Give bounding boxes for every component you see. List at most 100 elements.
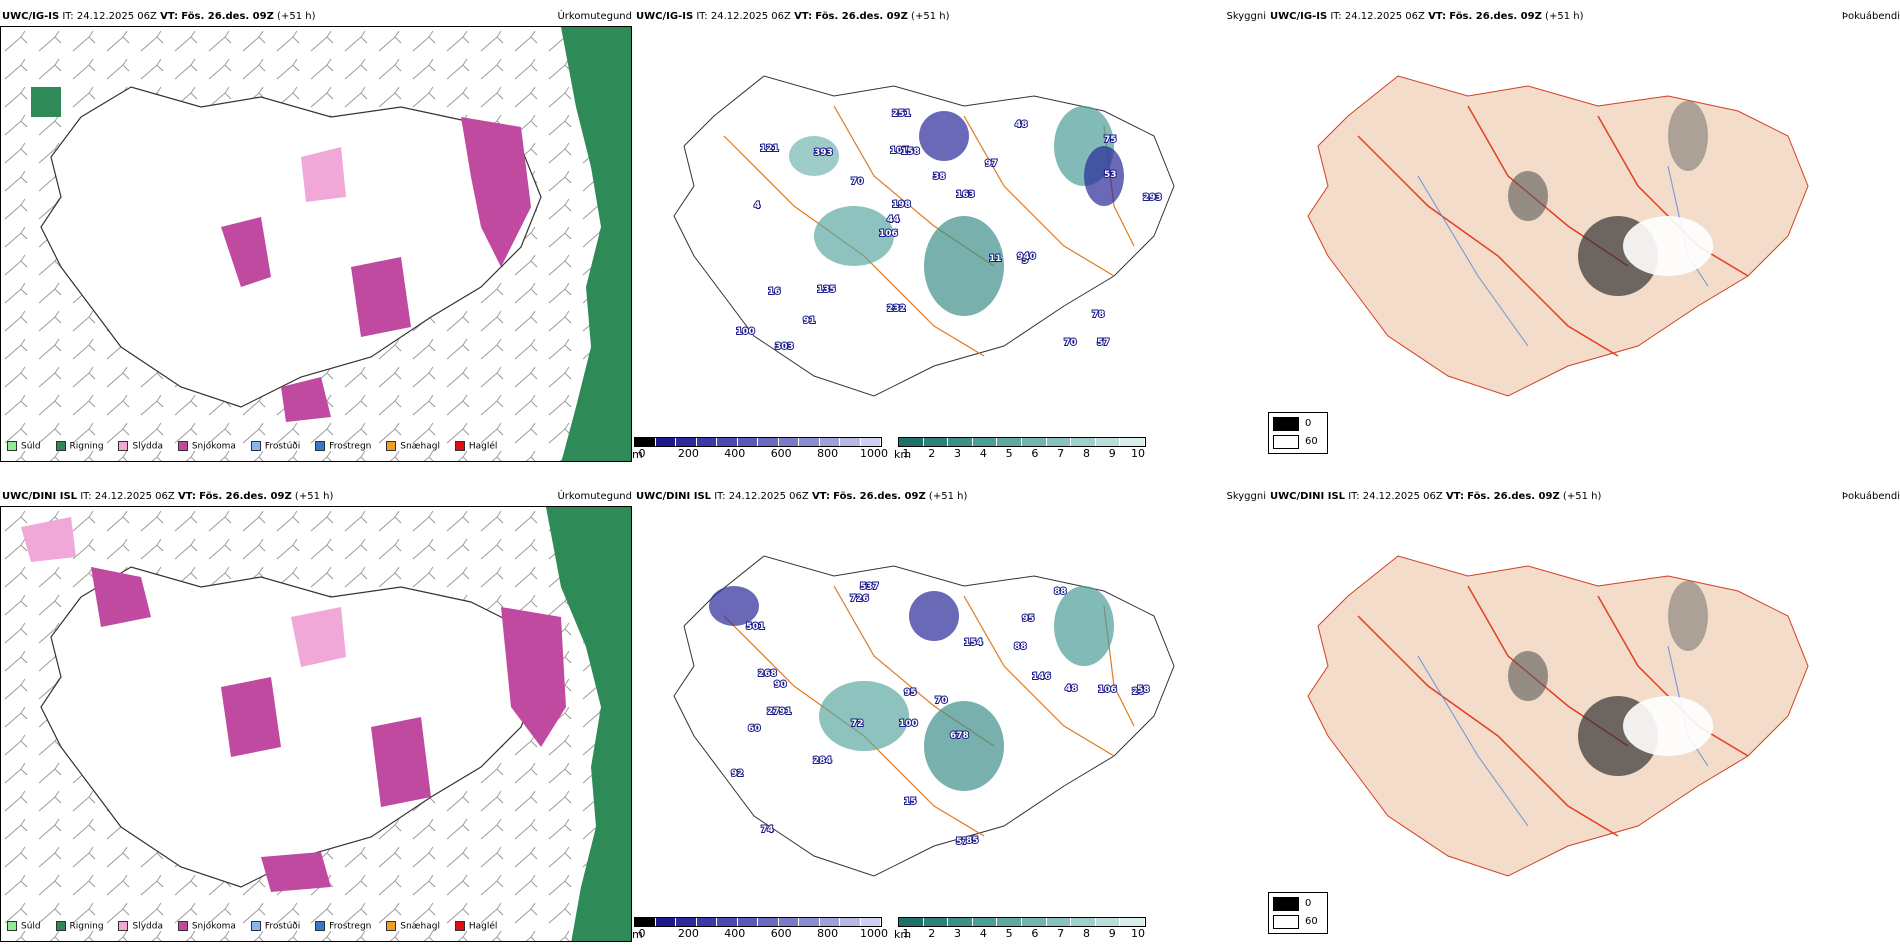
it-label: IT: xyxy=(696,11,708,22)
cloud-base-label: 4 xyxy=(754,201,760,211)
legend-swatch xyxy=(1273,915,1299,929)
cloud-base-label: 100 xyxy=(899,719,918,729)
legend-item: Snjókoma xyxy=(177,921,236,932)
model-name: UWC/DINI ISL xyxy=(1270,491,1346,502)
colorbar-tick-label: 7 xyxy=(1057,447,1065,460)
colorbar-tick-label: 4 xyxy=(979,927,987,940)
cloud-base-label: 85 xyxy=(966,836,979,846)
fog-area xyxy=(1668,581,1708,651)
legend-item: Slydda xyxy=(118,441,163,452)
vt-label: VT: xyxy=(794,11,813,22)
colorbar-segment xyxy=(635,438,656,446)
snow-area xyxy=(371,717,431,807)
colorbar-ticks: 1 2 3 4 5 6 7 8 9 10 xyxy=(898,447,1146,460)
colorbar-tick-label: 3 xyxy=(954,927,962,940)
legend-label: Frostúði xyxy=(264,921,301,932)
cloud-base-label: 48 xyxy=(1065,684,1078,694)
colorbar-tick-label: 5 xyxy=(1005,447,1013,460)
colorbar-segment xyxy=(840,918,861,926)
colorbar-tick-label: 1 xyxy=(902,927,910,940)
cloud-base-label: 251 xyxy=(892,109,911,119)
colorbar-tick-label: 2 xyxy=(928,447,936,460)
legend-label: Snjókoma xyxy=(191,441,236,452)
cloud-base-label: 60 xyxy=(748,724,761,734)
colorbar-tick-label: 1 xyxy=(902,447,910,460)
model-name: UWC/DINI ISL xyxy=(2,491,78,502)
clear-area xyxy=(1623,216,1713,276)
lead-time: (+51 h) xyxy=(1545,11,1584,22)
cloud-base-label: 537 xyxy=(860,582,879,592)
it-value: 24.12.2025 06Z xyxy=(1362,491,1443,502)
cloud-base-label: 726 xyxy=(850,594,869,604)
sleet-area xyxy=(291,607,346,667)
cloud-base-label: 100 xyxy=(736,327,755,337)
precip-map xyxy=(1,507,631,941)
cloud-base-label: 303 xyxy=(775,342,794,352)
cloud-base-label: 88 xyxy=(1014,642,1027,652)
rain-area xyxy=(31,87,61,117)
colorbar-segment xyxy=(655,438,676,446)
fog-area xyxy=(1508,651,1548,701)
clear-area xyxy=(1623,696,1713,756)
colorbar-segment xyxy=(737,918,758,926)
colorbar-segment xyxy=(972,918,998,926)
fog-index-panel-top: UWC/IG-IS IT: 24.12.2025 06Z VT: Fös. 26… xyxy=(1268,0,1900,470)
cloud-base-label: 57 xyxy=(956,837,969,847)
panel-header: UWC/IG-IS IT: 24.12.2025 06Z VT: Fös. 26… xyxy=(2,10,632,24)
cloud-base-label: 88 xyxy=(1054,587,1067,597)
legend-label: 60 xyxy=(1305,436,1318,447)
colorbar-tick-label: 6 xyxy=(1031,927,1039,940)
legend-label: Súld xyxy=(21,441,41,452)
precip-legend: Súld Rigning Slydda Snjókoma Frostúði Fr… xyxy=(7,921,509,933)
precip-legend: Súld Rigning Slydda Snjókoma Frostúði Fr… xyxy=(7,441,509,453)
colorbar-tick-label: 9 xyxy=(1108,447,1116,460)
fog-legend: 0 60 xyxy=(1268,412,1328,454)
low-cloud-area xyxy=(1084,146,1124,206)
sleet-area xyxy=(301,147,346,202)
cloud-base-panel-top: UWC/IG-IS IT: 24.12.2025 06Z VT: Fös. 26… xyxy=(632,0,1268,470)
colorbar-unit: km xyxy=(894,928,912,941)
low-cloud-area xyxy=(919,111,969,161)
colorbar-unit: m xyxy=(632,448,643,461)
colorbar-segment xyxy=(717,918,738,926)
colorbar-segment xyxy=(799,918,820,926)
legend-label: Slydda xyxy=(132,921,163,932)
lead-time: (+51 h) xyxy=(911,11,950,22)
fog-areas xyxy=(1508,101,1713,296)
colorbar-tick-label: 200 xyxy=(677,927,699,940)
cloud-base-panel-bottom: UWC/DINI ISL IT: 24.12.2025 06Z VT: Fös.… xyxy=(632,480,1268,950)
model-name: UWC/IG-IS xyxy=(1270,11,1328,22)
panel-header: UWC/DINI ISL IT: 24.12.2025 06Z VT: Fös.… xyxy=(2,490,632,504)
cloud-base-label: 53 xyxy=(1104,170,1117,180)
vt-label: VT: xyxy=(811,491,830,502)
cloud-base-label: 70 xyxy=(851,177,864,187)
vt-value: Fös. 26.des. 09Z xyxy=(815,11,908,22)
legend-item: Rigning xyxy=(55,921,104,932)
legend-item: Haglél xyxy=(454,441,497,452)
colorbar-tick-label: 1000 xyxy=(860,927,888,940)
legend-swatch xyxy=(454,921,465,931)
colorbar-tick-label: 5 xyxy=(1005,927,1013,940)
legend-label: Snæhagl xyxy=(400,921,440,932)
legend-item: Slydda xyxy=(118,921,163,932)
colorbar-tick-label: 400 xyxy=(724,927,746,940)
legend-swatch xyxy=(1273,897,1299,911)
colorbar-unit: m xyxy=(632,928,643,941)
cloud-base-label: 75 xyxy=(1104,135,1117,145)
lead-time: (+51 h) xyxy=(928,491,968,502)
colorbar-tick-label: 0 xyxy=(638,927,646,940)
colorbar-segment xyxy=(676,438,697,446)
colorbar-segment xyxy=(840,438,861,446)
legend-swatch xyxy=(1273,435,1299,449)
fog-legend: 0 60 xyxy=(1268,892,1328,934)
low-visibility-area xyxy=(1054,586,1114,666)
legend-swatch xyxy=(177,921,188,931)
legend-label: Haglél xyxy=(468,921,498,932)
precip-type-panel-bottom: UWC/DINI ISL IT: 24.12.2025 06Z VT: Fös.… xyxy=(0,480,634,950)
colorbar-unit: km xyxy=(894,448,912,461)
precip-map-frame: Súld Rigning Slydda Snjókoma Frostúði Fr… xyxy=(0,26,632,462)
colorbar-segment xyxy=(655,918,676,926)
legend-label: Frostúði xyxy=(264,441,301,452)
legend-label: 0 xyxy=(1305,418,1312,429)
